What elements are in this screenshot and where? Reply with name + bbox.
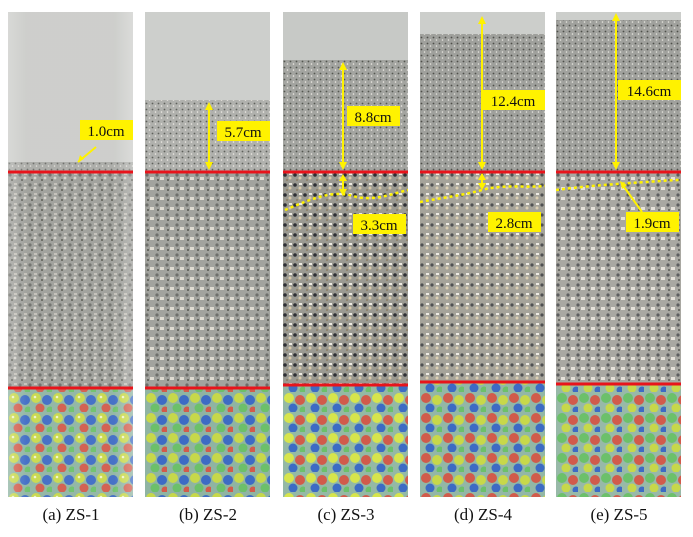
label-box xyxy=(217,121,270,141)
tube-photo-zs-3: 8.8cm 3.3cm xyxy=(283,12,408,497)
height-label: 14.6cm xyxy=(627,84,672,100)
label-box xyxy=(618,80,681,100)
marble-layer xyxy=(283,385,408,497)
caption-zs-1: (a) ZS-1 xyxy=(42,505,100,524)
caption-zs-2: (b) ZS-2 xyxy=(178,505,238,524)
tube-photo-zs-4: 12.4cm 2.8cm xyxy=(420,12,545,497)
tube-photo-zs-1: 1.0cm xyxy=(8,12,133,497)
label-box-2 xyxy=(488,212,541,232)
label-box xyxy=(80,120,133,140)
panel-zs-1: 1.0cm xyxy=(8,12,133,497)
interface-dotted-line xyxy=(556,178,681,192)
interface-dotted-line xyxy=(420,184,545,204)
mixed-layer xyxy=(420,172,545,382)
interface-height-label: 1.9cm xyxy=(633,216,670,232)
height-label: 8.8cm xyxy=(354,110,391,126)
label-box-2 xyxy=(353,214,406,234)
caption-zs-3: (c) ZS-3 xyxy=(317,505,375,524)
mixed-layer xyxy=(556,172,681,384)
interface-dotted-line xyxy=(284,188,408,212)
marble-layer xyxy=(556,384,681,497)
tube-photo-zs-5: 14.6cm 1.9cm xyxy=(556,12,681,497)
height-label: 12.4cm xyxy=(491,94,536,110)
panel-zs-5: 14.6cm 1.9cm xyxy=(556,12,681,497)
tube-photo-zs-2: 5.7cm xyxy=(145,12,270,497)
panel-zs-3: 8.8cm 3.3cm xyxy=(283,12,408,497)
height-label: 5.7cm xyxy=(224,125,261,141)
label-box xyxy=(482,90,545,110)
marble-layer xyxy=(420,382,545,497)
mixed-layer xyxy=(145,172,270,388)
caption-zs-5: (e) ZS-5 xyxy=(590,505,648,524)
label-box xyxy=(347,106,400,126)
height-label: 1.0cm xyxy=(87,124,124,140)
interface-height-label: 2.8cm xyxy=(495,216,532,232)
caption-zs-4: (d) ZS-4 xyxy=(453,505,513,524)
interface-height-label: 3.3cm xyxy=(360,218,397,234)
marble-layer xyxy=(145,388,270,497)
panel-zs-2: 5.7cm xyxy=(145,12,270,497)
mixed-layer xyxy=(283,172,408,385)
panel-zs-4: 12.4cm 2.8cm xyxy=(420,12,545,497)
label-box-2 xyxy=(626,212,679,232)
